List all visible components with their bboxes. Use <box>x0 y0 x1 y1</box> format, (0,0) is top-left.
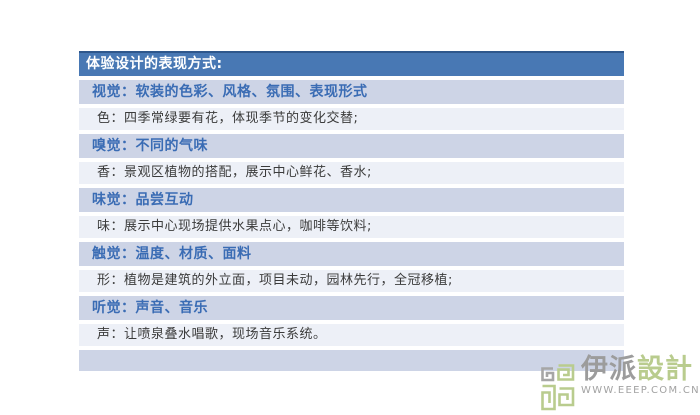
eeep-logo-name: 伊派設計 <box>581 355 700 385</box>
table-row-category-taste: 味觉：品尝互动 <box>79 188 624 212</box>
table-row-category-touch: 触觉：温度、材质、面料 <box>79 242 624 266</box>
table-title: 体验设计的表现方式: <box>79 51 624 76</box>
eeep-logo-text-block: 伊派設計 WWW.EEEP.COM.CN <box>581 355 700 397</box>
table-row-detail-sound: 声：让喷泉叠水唱歌，现场音乐系统。 <box>79 324 624 346</box>
table-bottom-band <box>79 350 624 371</box>
eeep-logo-url: WWW.EEEP.COM.CN <box>581 385 700 396</box>
eeep-logo: 伊派設計 WWW.EEEP.COM.CN <box>539 355 699 415</box>
table-row-detail-form: 形：植物是建筑的外立面，项目未动，园林先行，全冠移植; <box>79 270 624 292</box>
table-row-detail-fragrance: 香：景观区植物的搭配，展示中心鲜花、香水; <box>79 162 624 184</box>
table-row-category-smell: 嗅觉：不同的气味 <box>79 134 624 158</box>
table-row-detail-flavor: 味：展示中心现场提供水果点心，咖啡等饮料; <box>79 216 624 238</box>
table-row-detail-color: 色：四季常绿要有花，体现季节的变化交替; <box>79 108 624 130</box>
table-row-category-vision: 视觉：软装的色彩、风格、氛围、表现形式 <box>79 80 624 104</box>
experience-design-table: 体验设计的表现方式: 视觉：软装的色彩、风格、氛围、表现形式 色：四季常绿要有花… <box>79 51 624 371</box>
eeep-logo-name-gray: 伊派 <box>581 354 637 385</box>
eeep-logo-maze-icon <box>539 364 576 415</box>
eeep-logo-name-green: 設計 <box>637 354 693 385</box>
table-row-category-hearing: 听觉：声音、音乐 <box>79 296 624 320</box>
